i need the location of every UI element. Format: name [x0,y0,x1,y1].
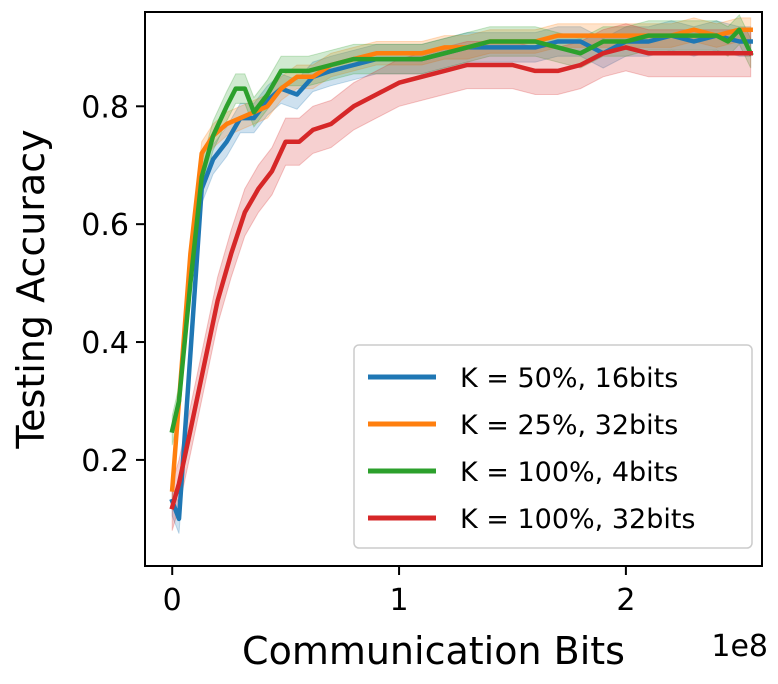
legend-label: K = 50%, 16bits [460,363,678,394]
legend-label: K = 100%, 4bits [460,457,678,488]
y-tick-label: 0.6 [81,208,129,243]
plot-frame [144,11,763,567]
band-series-1 [171,20,752,534]
legend-box [353,344,753,549]
y-tick-label: 0.8 [81,90,129,125]
y-axis-label: Testing Accuracy [9,129,53,449]
line-series-3 [169,27,754,434]
legend-label: K = 100%, 32bits [460,504,696,535]
band-series-4 [171,23,752,531]
x-tick-label: 1 [390,583,409,618]
y-tick-label: 0.4 [81,326,129,361]
y-tick-label: 0.2 [81,444,129,479]
legend-label: K = 25%, 32bits [460,410,678,441]
x-tick-label: 0 [163,583,182,618]
x-axis-offset-label: 1e8 [711,629,768,664]
series-lines [169,27,754,522]
x-axis-label: Communication Bits [242,629,625,673]
legend: K = 50%, 16bits K = 25%, 32bits K = 100%, … [353,344,753,549]
line-series-4 [169,45,753,510]
axes: 0 1 2 0.2 0.4 0.6 0.8 [81,11,763,618]
x-tick-label: 2 [616,583,635,618]
